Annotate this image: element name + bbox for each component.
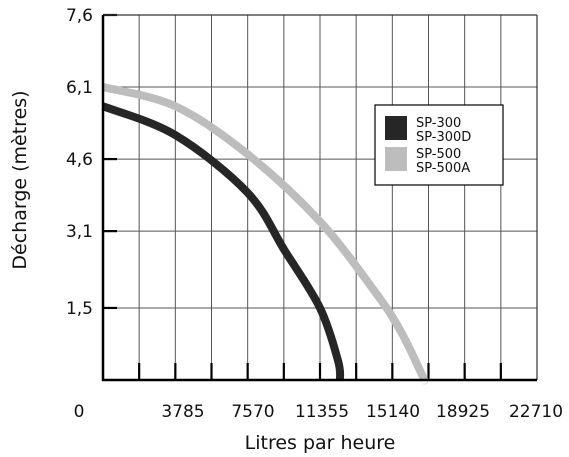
x-tick-label: 7570 bbox=[231, 402, 274, 422]
series-line-0 bbox=[101, 102, 345, 381]
series-line-1 bbox=[101, 83, 429, 385]
legend-label-sp500a: SP-500A bbox=[416, 161, 470, 176]
legend-swatch-sp300 bbox=[385, 116, 407, 140]
x-tick-label: 0 bbox=[74, 402, 85, 422]
x-axis-title: Litres par heure bbox=[245, 432, 396, 454]
axes bbox=[101, 14, 538, 382]
y-tick-labels: 1,5 3,1 4,6 6,1 7,6 bbox=[66, 6, 93, 319]
legend-label-sp300d: SP-300D bbox=[416, 130, 471, 145]
y-tick-label: 1,5 bbox=[66, 299, 93, 319]
x-tick-label: 3785 bbox=[161, 402, 204, 422]
x-tick-label: 18925 bbox=[436, 402, 490, 422]
x-tick-label: 11355 bbox=[295, 402, 349, 422]
legend-label-sp500: SP-500 bbox=[416, 147, 461, 162]
y-tick-label: 4,6 bbox=[66, 150, 93, 170]
x-tick-label: 22710 bbox=[509, 402, 563, 422]
series-lines bbox=[101, 83, 429, 385]
y-tick-label: 3,1 bbox=[66, 222, 93, 242]
x-tick-labels: 0 3785 7570 11355 15140 18925 22710 bbox=[74, 402, 563, 422]
y-axis-title: Décharge (mètres) bbox=[9, 90, 31, 269]
legend-swatch-sp500 bbox=[385, 147, 407, 171]
grid bbox=[103, 13, 537, 380]
y-tick-label: 7,6 bbox=[66, 6, 93, 26]
x-tick-label: 15140 bbox=[366, 402, 420, 422]
y-tick-label: 6,1 bbox=[66, 78, 93, 98]
legend-label-sp300: SP-300 bbox=[416, 116, 461, 131]
legend: SP-300 SP-300D SP-500 SP-500A bbox=[374, 104, 504, 186]
